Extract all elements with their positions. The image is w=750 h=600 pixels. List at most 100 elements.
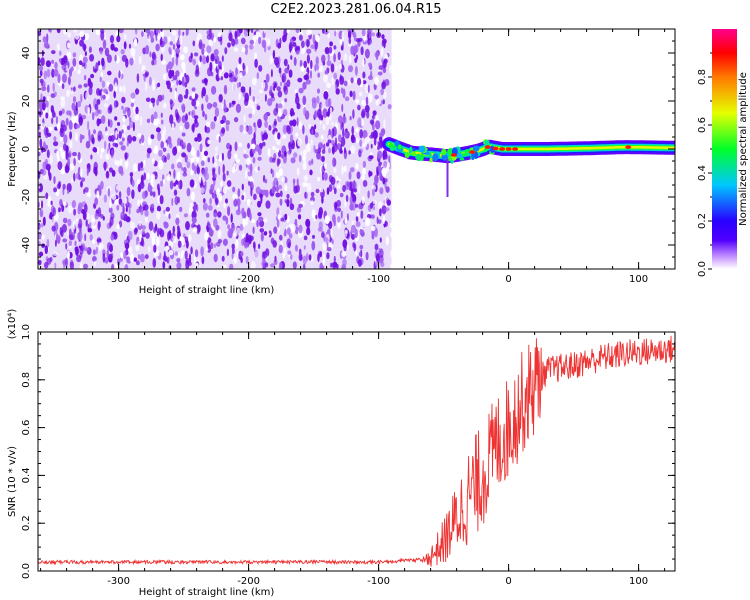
noise-speck [192,40,196,47]
noise-speck [359,139,363,147]
noise-speck [381,57,384,64]
noise-speck [310,191,315,198]
noise-speck [40,223,44,228]
noise-speck [249,44,254,50]
noise-speck [240,251,244,257]
noise-speck [241,183,244,191]
noise-speck [377,71,383,76]
noise-speck [135,260,140,266]
noise-speck [56,29,61,34]
spec-ytick-label: 40 [21,47,32,60]
noise-speck [236,29,241,37]
noise-speck [124,159,128,170]
noise-speck [237,205,241,213]
noise-speck [380,88,384,96]
noise-speck [79,262,83,269]
noise-speck [132,121,135,132]
noise-speck [45,112,49,119]
noise-speck [54,239,57,247]
noise-speck [181,132,186,137]
noise-speck [131,189,135,199]
noise-speck [80,93,83,103]
noise-speck [382,149,388,160]
noise-speck [102,216,105,221]
noise-speck [260,232,264,242]
noise-speck [136,73,140,83]
noise-speck [273,108,278,116]
noise-speck [278,244,283,254]
noise-speck [153,111,158,120]
noise-speck [45,60,52,68]
noise-speck [62,217,68,224]
noise-speck [315,188,320,194]
noise-speck [173,189,178,196]
noise-speck [244,216,249,226]
noise-speck [253,31,256,36]
noise-speck [130,47,136,57]
noise-speck [204,113,208,121]
noise-speck [44,144,49,150]
noise-speck [350,77,354,84]
noise-speck [362,180,368,187]
noise-speck [208,39,213,47]
noise-speck [206,55,209,64]
noise-speck [309,169,313,176]
noise-speck [198,39,203,49]
noise-speck [245,169,248,179]
noise-speck [218,94,223,103]
noise-speck [357,117,362,128]
noise-speck [290,55,293,60]
noise-speck [108,253,113,263]
noise-speck [92,239,96,245]
noise-speck [126,141,129,147]
noise-speck [65,64,69,71]
noise-speck [181,166,184,171]
noise-speck [128,117,132,122]
noise-speck [351,200,357,211]
noise-speck [81,62,86,67]
noise-speck [276,86,281,92]
noise-speck [264,94,267,102]
noise-speck [361,196,365,204]
noise-speck [103,194,108,203]
noise-speck [372,130,378,140]
noise-speck [383,118,386,129]
noise-speck [114,143,119,148]
noise-speck [375,120,381,130]
noise-speck [122,205,125,214]
noise-speck [58,110,63,116]
noise-speck [232,82,237,92]
noise-speck [101,115,106,124]
noise-speck [306,48,312,54]
noise-speck [99,48,103,55]
noise-speck [70,66,74,72]
noise-speck [355,249,358,256]
noise-speck [163,178,165,186]
noise-speck [160,29,165,38]
noise-speck [210,53,215,60]
noise-speck [38,224,41,229]
noise-speck [356,212,362,217]
noise-speck [181,76,185,87]
noise-speck [150,114,155,124]
noise-speck [310,59,313,70]
noise-speck [340,45,344,51]
noise-speck [231,38,236,47]
noise-speck [152,258,157,268]
noise-speck [235,158,241,163]
spec-ytick-label: -40 [21,237,32,253]
noise-speck [258,243,261,250]
noise-speck [283,58,288,67]
noise-speck [214,107,219,118]
noise-speck [134,114,140,121]
signal-burst [484,140,490,144]
noise-speck [185,74,190,84]
noise-speck [372,205,375,211]
noise-speck [164,257,168,263]
noise-speck [59,136,63,142]
noise-speck [104,257,109,264]
noise-speck [238,92,241,100]
noise-speck [46,238,50,248]
noise-speck [201,103,204,112]
noise-speck [314,132,319,138]
